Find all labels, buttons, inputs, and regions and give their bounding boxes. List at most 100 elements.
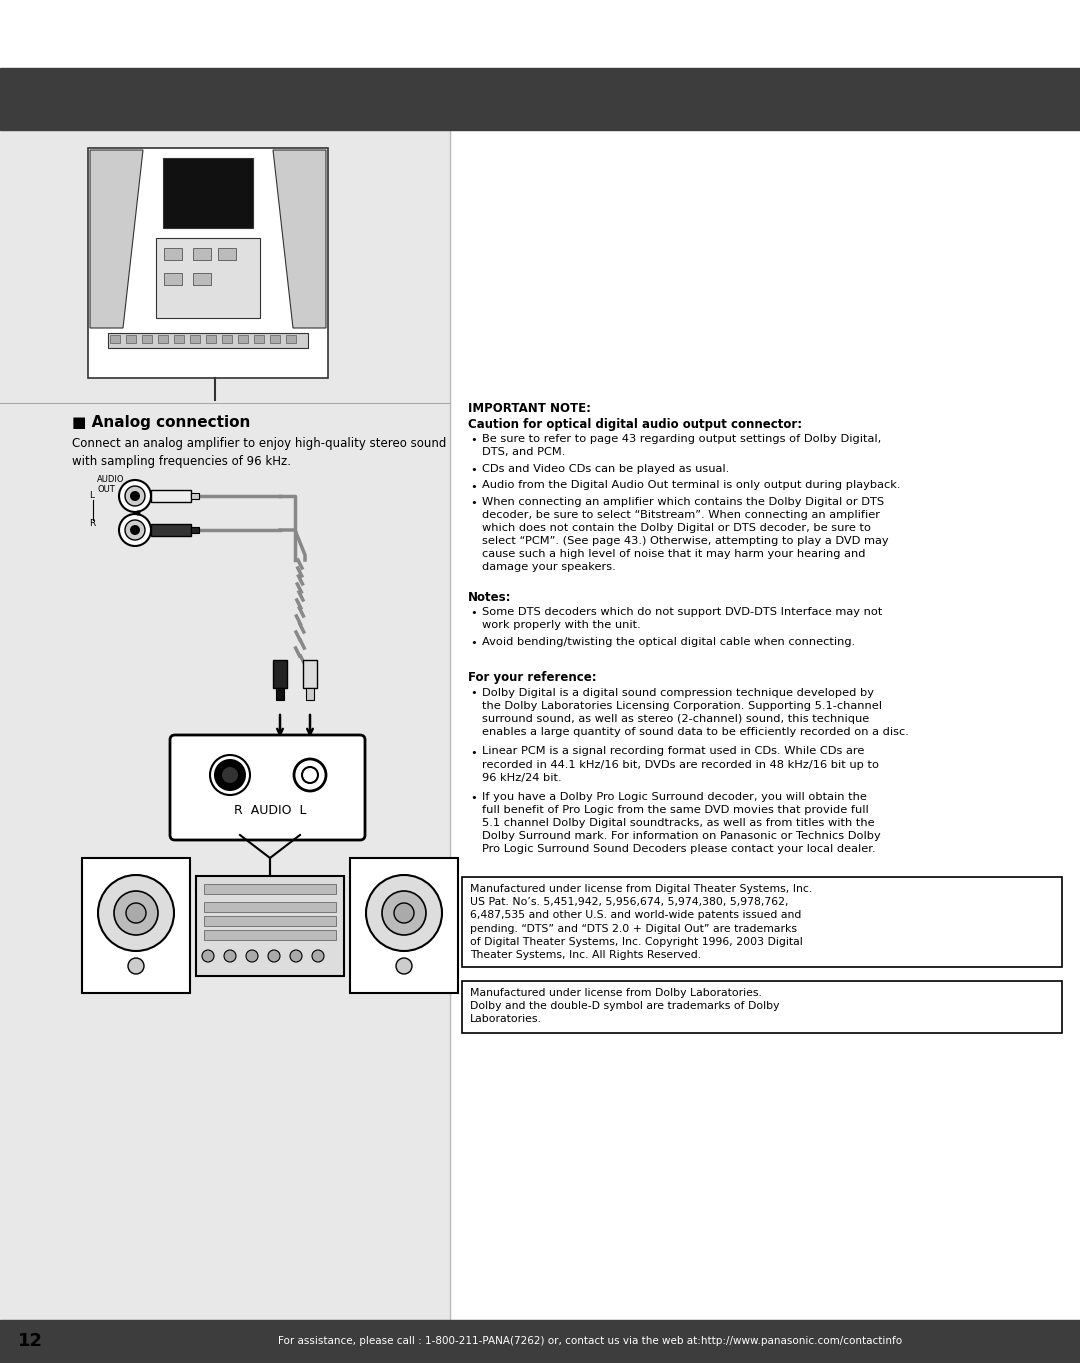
Bar bbox=[270, 335, 280, 343]
Circle shape bbox=[394, 904, 414, 923]
Text: Some DTS decoders which do not support DVD-DTS Interface may not
work properly w: Some DTS decoders which do not support D… bbox=[482, 607, 882, 630]
Text: Caution for optical digital audio output connector:: Caution for optical digital audio output… bbox=[468, 418, 802, 431]
Circle shape bbox=[224, 950, 237, 962]
Text: IMPORTANT NOTE:: IMPORTANT NOTE: bbox=[468, 402, 591, 414]
Text: Manufactured under license from Digital Theater Systems, Inc.
US Pat. No’s. 5,45: Manufactured under license from Digital … bbox=[470, 883, 812, 961]
Bar bbox=[306, 688, 314, 701]
Circle shape bbox=[366, 875, 442, 951]
Circle shape bbox=[119, 480, 151, 512]
Circle shape bbox=[294, 759, 326, 791]
Bar bbox=[0, 129, 450, 1319]
Text: •: • bbox=[470, 608, 476, 617]
Text: AUDIO
OUT: AUDIO OUT bbox=[97, 474, 124, 495]
Bar bbox=[0, 68, 1080, 129]
Circle shape bbox=[119, 514, 151, 547]
Bar bbox=[193, 248, 211, 260]
Circle shape bbox=[222, 767, 238, 782]
Bar bbox=[164, 248, 183, 260]
Text: Linear PCM is a signal recording format used in CDs. While CDs are
recorded in 4: Linear PCM is a signal recording format … bbox=[482, 747, 879, 782]
Bar bbox=[303, 660, 318, 688]
Circle shape bbox=[130, 525, 140, 536]
Bar bbox=[110, 335, 120, 343]
Circle shape bbox=[246, 950, 258, 962]
Text: ■ Analog connection: ■ Analog connection bbox=[72, 414, 251, 429]
Bar bbox=[204, 885, 336, 894]
Circle shape bbox=[114, 891, 158, 935]
Bar bbox=[151, 523, 191, 536]
Bar bbox=[273, 660, 287, 688]
Text: •: • bbox=[470, 435, 476, 444]
Bar bbox=[218, 248, 237, 260]
Circle shape bbox=[396, 958, 411, 975]
Bar bbox=[0, 1319, 1080, 1363]
Text: R: R bbox=[89, 519, 95, 529]
Bar bbox=[164, 273, 183, 285]
Circle shape bbox=[382, 891, 426, 935]
Text: •: • bbox=[470, 481, 476, 492]
Bar bbox=[204, 930, 336, 940]
Bar bbox=[222, 335, 232, 343]
Bar bbox=[158, 335, 168, 343]
Circle shape bbox=[98, 875, 174, 951]
Text: CDs and Video CDs can be played as usual.: CDs and Video CDs can be played as usual… bbox=[482, 463, 729, 474]
Bar bbox=[87, 149, 328, 378]
Bar bbox=[204, 902, 336, 912]
Text: Manufactured under license from Dolby Laboratories.
Dolby and the double-D symbo: Manufactured under license from Dolby La… bbox=[470, 988, 780, 1024]
Circle shape bbox=[202, 950, 214, 962]
Text: For your reference:: For your reference: bbox=[468, 672, 596, 684]
Text: •: • bbox=[470, 747, 476, 758]
Circle shape bbox=[130, 491, 140, 502]
Text: •: • bbox=[470, 688, 476, 698]
Bar bbox=[206, 335, 216, 343]
Circle shape bbox=[125, 521, 145, 540]
Bar bbox=[108, 333, 308, 348]
Circle shape bbox=[291, 950, 302, 962]
Text: •: • bbox=[470, 793, 476, 803]
Circle shape bbox=[129, 958, 144, 975]
Bar bbox=[156, 239, 260, 318]
Circle shape bbox=[135, 511, 140, 515]
Circle shape bbox=[214, 759, 246, 791]
Text: When connecting an amplifier which contains the Dolby Digital or DTS
decoder, be: When connecting an amplifier which conta… bbox=[482, 497, 889, 572]
Text: •: • bbox=[470, 465, 476, 474]
Bar bbox=[195, 876, 345, 976]
Bar bbox=[126, 335, 136, 343]
Bar bbox=[163, 158, 253, 228]
Bar bbox=[190, 335, 200, 343]
Text: Notes:: Notes: bbox=[468, 592, 512, 604]
Bar bbox=[238, 335, 248, 343]
Text: For assistance, please call : 1-800-211-PANA(7262) or, contact us via the web at: For assistance, please call : 1-800-211-… bbox=[278, 1336, 902, 1347]
Circle shape bbox=[268, 950, 280, 962]
Text: Dolby Digital is a digital sound compression technique developed by
the Dolby La: Dolby Digital is a digital sound compres… bbox=[482, 687, 909, 736]
Text: •: • bbox=[470, 497, 476, 508]
Bar bbox=[254, 335, 264, 343]
Bar bbox=[193, 273, 211, 285]
Bar bbox=[191, 527, 199, 533]
Bar bbox=[174, 335, 184, 343]
Bar bbox=[82, 857, 190, 994]
Bar bbox=[462, 980, 1062, 1033]
Circle shape bbox=[126, 904, 146, 923]
Bar bbox=[191, 493, 199, 499]
Text: Connect an analog amplifier to enjoy high-quality stereo sound
with sampling fre: Connect an analog amplifier to enjoy hig… bbox=[72, 438, 446, 468]
Bar bbox=[141, 335, 152, 343]
Bar bbox=[350, 857, 458, 994]
Bar bbox=[151, 491, 191, 502]
FancyBboxPatch shape bbox=[170, 735, 365, 840]
Text: Be sure to refer to page 43 regarding output settings of Dolby Digital,
DTS, and: Be sure to refer to page 43 regarding ou… bbox=[482, 433, 881, 457]
Bar bbox=[286, 335, 296, 343]
Polygon shape bbox=[273, 150, 326, 328]
Circle shape bbox=[312, 950, 324, 962]
Text: If you have a Dolby Pro Logic Surround decoder, you will obtain the
full benefit: If you have a Dolby Pro Logic Surround d… bbox=[482, 792, 881, 855]
Text: Avoid bending/twisting the optical digital cable when connecting.: Avoid bending/twisting the optical digit… bbox=[482, 637, 855, 647]
Text: L: L bbox=[89, 492, 94, 500]
Text: 12: 12 bbox=[17, 1332, 42, 1349]
Bar bbox=[204, 916, 336, 925]
Text: R  AUDIO  L: R AUDIO L bbox=[233, 804, 307, 816]
Text: Audio from the Digital Audio Out terminal is only output during playback.: Audio from the Digital Audio Out termina… bbox=[482, 481, 901, 491]
Polygon shape bbox=[90, 150, 143, 328]
Bar bbox=[276, 688, 284, 701]
Text: •: • bbox=[470, 638, 476, 647]
Bar bbox=[462, 876, 1062, 966]
Circle shape bbox=[125, 487, 145, 506]
